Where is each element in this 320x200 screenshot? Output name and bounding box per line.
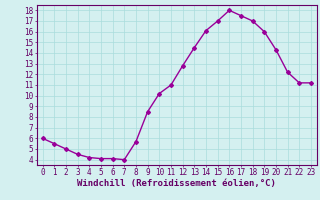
X-axis label: Windchill (Refroidissement éolien,°C): Windchill (Refroidissement éolien,°C): [77, 179, 276, 188]
